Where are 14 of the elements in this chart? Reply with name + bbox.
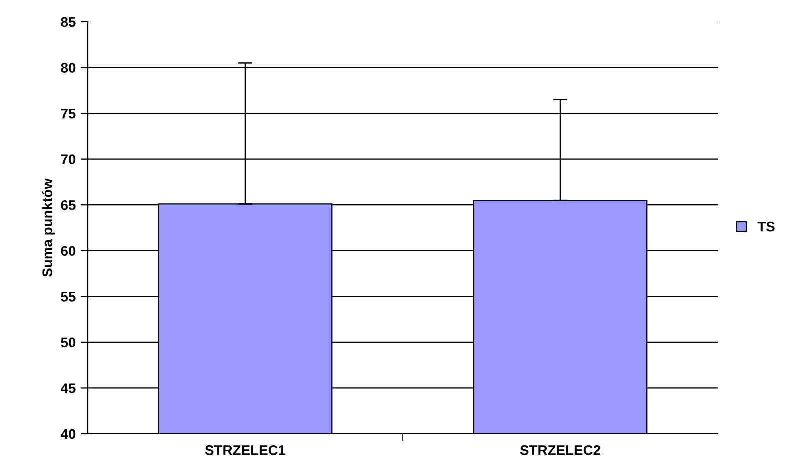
y-tick-label: 80 (61, 63, 76, 73)
y-tick-label: 40 (60, 429, 76, 440)
x-tick-label: STRZELEC2 (520, 445, 600, 456)
y-tick-label: 60 (61, 246, 76, 256)
legend-label: TS (758, 222, 775, 232)
x-tick-label: STRZELEC1 (205, 445, 286, 456)
y-tick-label: 45 (60, 384, 76, 394)
y-tick-label: 85 (61, 17, 76, 28)
y-axis-title: Suma punktów (42, 178, 56, 277)
y-tick-label: 75 (61, 109, 76, 119)
y-tick-label: 65 (61, 200, 76, 210)
y-tick-label: 50 (61, 338, 76, 348)
y-tick-label: 70 (61, 154, 76, 165)
y-tick-label: 55 (61, 292, 76, 302)
